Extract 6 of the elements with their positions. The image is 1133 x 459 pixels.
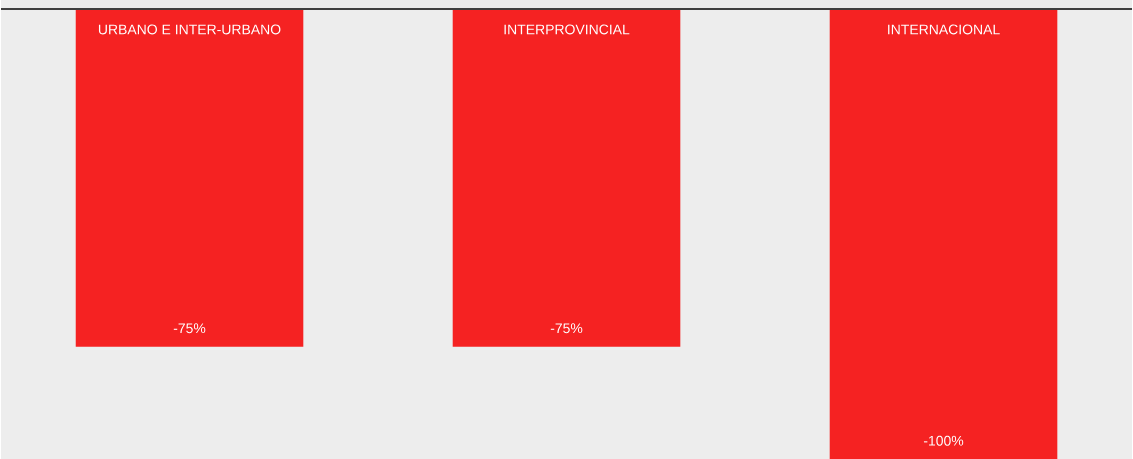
x-tick-label: URBANO E INTER-URBANO [98, 24, 281, 35]
x-tick-label: INTERNACIONAL [888, 24, 1000, 35]
data-label: -100% [923, 435, 964, 446]
data-label: -75% [173, 323, 206, 334]
data-label: -75% [550, 323, 583, 334]
x-tick-label: INTERPROVINCIAL [504, 24, 630, 35]
